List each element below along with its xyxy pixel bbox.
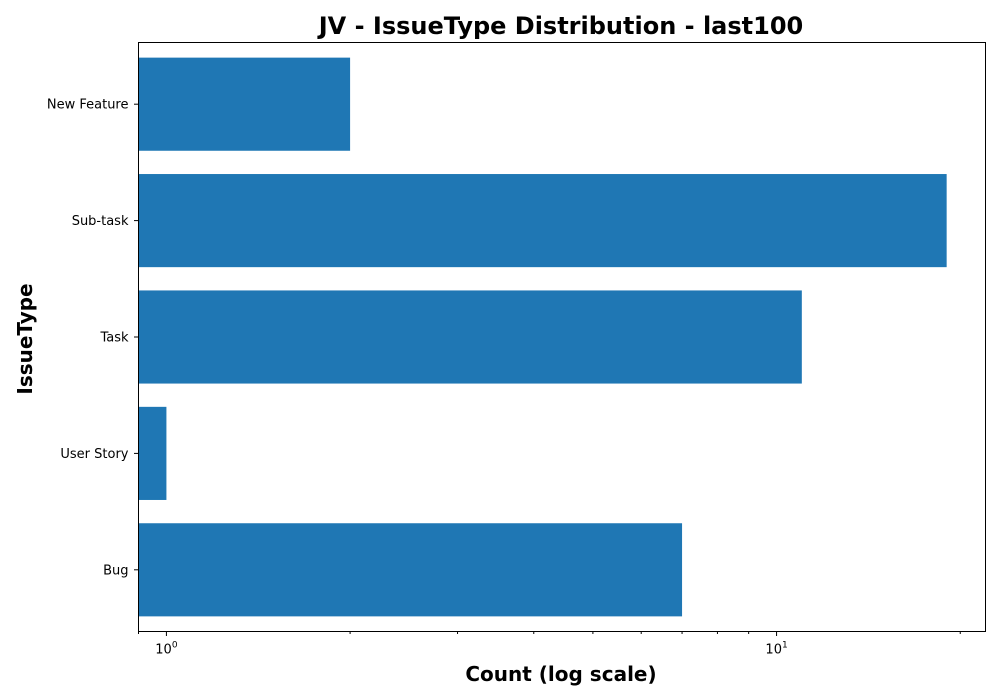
bar-user-story bbox=[138, 406, 167, 500]
y-ticks-group: Bug User Story Task Sub-task New Feature bbox=[47, 98, 139, 578]
x-tick-label: 100 bbox=[155, 641, 178, 658]
y-tick-label-user-story: User Story bbox=[60, 447, 128, 462]
x-tick-label: 101 bbox=[765, 641, 787, 658]
x-axis-label: Count (log scale) bbox=[465, 662, 656, 686]
plot-frame bbox=[138, 42, 986, 632]
x-ticks-group: 100 101 bbox=[138, 631, 961, 658]
bar-task bbox=[138, 290, 802, 384]
y-tick-label-task: Task bbox=[99, 331, 129, 346]
y-tick-label-sub-task: Sub-task bbox=[72, 214, 129, 229]
y-tick-label-new-feature: New Feature bbox=[47, 98, 129, 113]
bar-sub-task bbox=[138, 174, 947, 268]
bar-bug bbox=[138, 523, 683, 617]
bars-group bbox=[138, 57, 947, 617]
y-tick-label-bug: Bug bbox=[103, 563, 128, 578]
bar-new-feature bbox=[138, 57, 351, 151]
y-axis-label: IssueType bbox=[13, 283, 37, 394]
chart-title: JV - IssueType Distribution - last100 bbox=[317, 12, 803, 40]
